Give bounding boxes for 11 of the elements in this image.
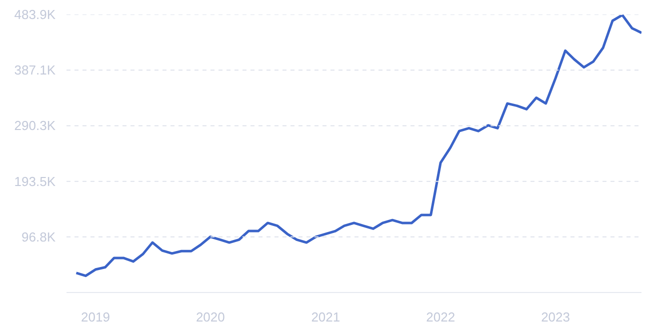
x-tick-label: 2021 <box>311 310 340 324</box>
y-tick-label: 96.8K <box>22 229 56 244</box>
y-tick-label: 483.9K <box>14 7 56 22</box>
y-tick-label: 193.5K <box>14 174 56 189</box>
x-tick-label: 2022 <box>426 310 456 324</box>
y-tick-label: 290.3K <box>14 118 56 134</box>
x-tick-label: 2020 <box>196 310 225 324</box>
y-tick-label: 387.1K <box>14 62 56 78</box>
x-tick-label: 2019 <box>81 310 110 324</box>
x-tick-label: 2023 <box>541 310 570 324</box>
line-series <box>75 14 642 278</box>
